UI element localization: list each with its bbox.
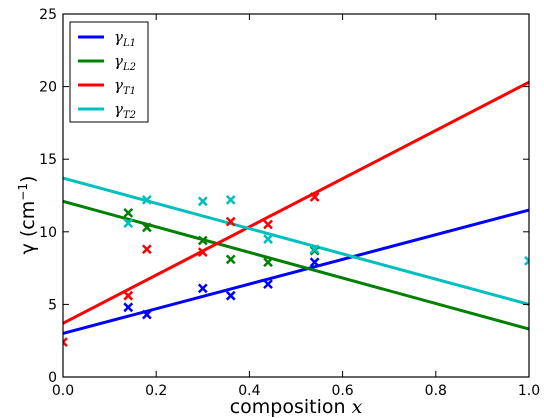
legend-entry-l1: γL1 <box>78 28 136 49</box>
y-tick-label: 10 <box>39 225 57 241</box>
data-point-t2 <box>263 234 273 244</box>
x-tick-label: 0.4 <box>238 383 260 399</box>
tick-labels: 0.0 0.2 0.4 0.6 0.8 1.0 0 5 10 15 20 25 <box>39 7 540 399</box>
x-axis-label: composition x <box>230 396 363 418</box>
data-point-l1 <box>263 279 273 289</box>
data-point-t1 <box>309 192 320 202</box>
data-point-l1 <box>225 290 236 301</box>
y-tick-label: 15 <box>39 152 57 168</box>
axes-frame <box>62 13 530 378</box>
data-point-t1 <box>63 337 68 348</box>
legend-label: γT1 <box>114 76 136 97</box>
legend-label: γT2 <box>114 100 136 121</box>
fit-line-l1 <box>63 208 529 335</box>
data-point-t1 <box>123 290 134 301</box>
fit-lines <box>63 80 529 335</box>
y-tick-label: 5 <box>48 297 57 313</box>
data-point-t1 <box>141 244 152 255</box>
data-point-l2 <box>141 222 152 233</box>
x-tick-label: 0.6 <box>331 383 353 399</box>
y-tick-label: 20 <box>39 80 57 96</box>
data-point-t2 <box>524 255 529 266</box>
data-point-l2 <box>225 254 236 265</box>
data-point-l1 <box>123 302 134 313</box>
data-point-t2 <box>123 218 134 228</box>
data-point-t1 <box>197 247 208 258</box>
data-point-t1 <box>263 219 273 230</box>
data-point-t1 <box>225 216 236 227</box>
fit-line-t1 <box>63 80 529 325</box>
data-point-l1 <box>141 309 152 320</box>
legend-label: γL2 <box>114 52 136 73</box>
data-point-t2 <box>197 196 208 207</box>
data-point-l1 <box>309 257 320 268</box>
data-markers <box>63 192 529 348</box>
x-tick-label: 0.0 <box>52 383 74 399</box>
fit-line-l2 <box>63 199 529 331</box>
axis-ticks <box>62 13 530 378</box>
data-point-l1 <box>197 283 208 294</box>
x-tick-label: 1.0 <box>518 383 540 399</box>
data-point-l2 <box>123 208 134 218</box>
data-point-t2 <box>309 244 320 255</box>
legend-entry-l2: γL2 <box>78 52 136 73</box>
legend-entry-t1: γT1 <box>78 76 136 97</box>
legend-label: γL1 <box>114 28 136 49</box>
data-point-l2 <box>263 257 273 268</box>
legend-entry-t2: γT2 <box>78 100 136 121</box>
y-tick-label: 25 <box>39 7 57 23</box>
y-axis-label: γ (cm−1) <box>16 176 39 255</box>
legend-box <box>69 21 149 123</box>
data-point-t2 <box>225 194 236 205</box>
data-point-t2 <box>141 194 152 205</box>
x-tick-label: 0.2 <box>145 383 167 399</box>
legend: γL1 γL2 γT1 γT2 <box>69 21 149 123</box>
fit-line-t2 <box>63 176 529 306</box>
data-point-l2 <box>197 235 208 246</box>
y-tick-label: 0 <box>48 370 57 386</box>
x-tick-label: 0.8 <box>425 383 447 399</box>
